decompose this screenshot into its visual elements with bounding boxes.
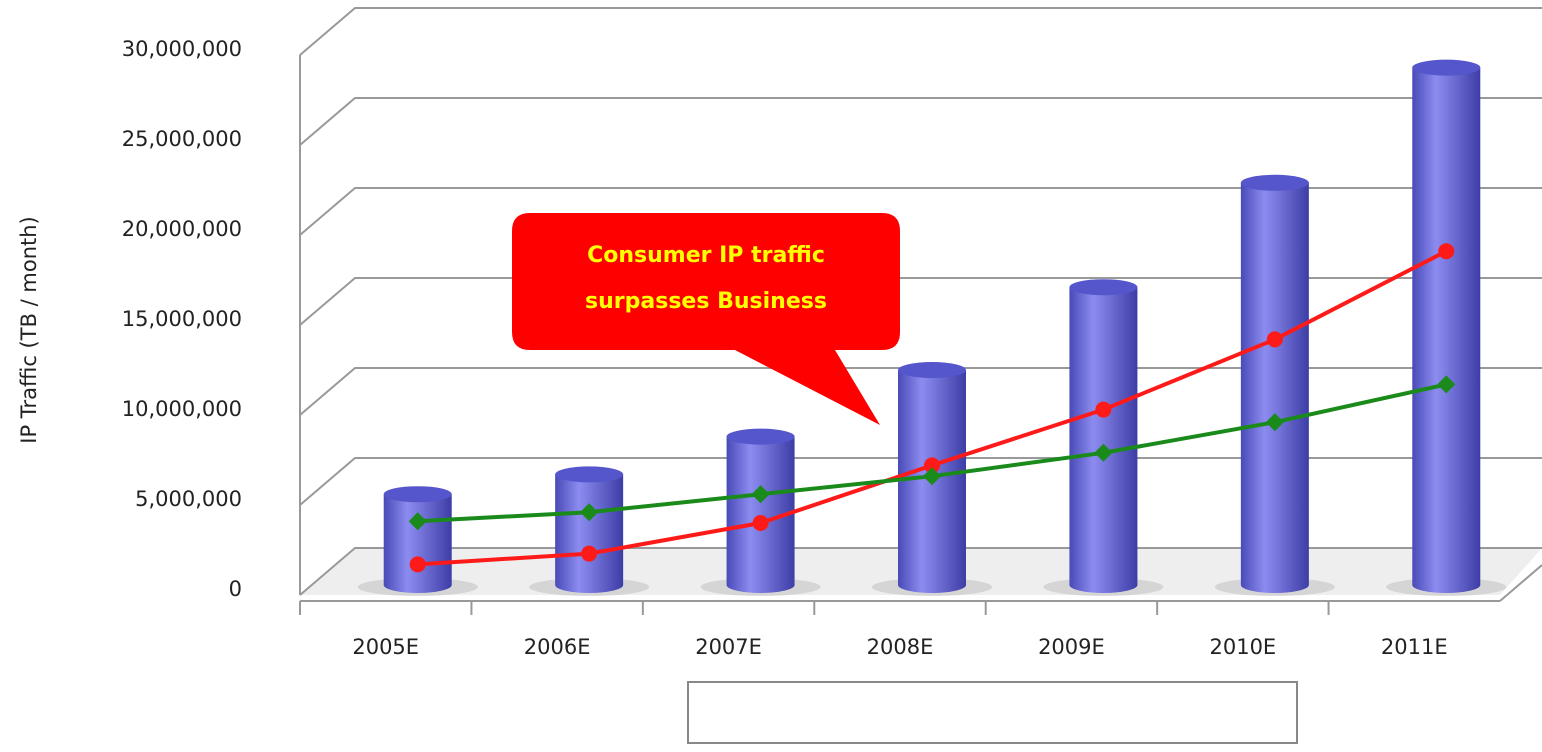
annotation-line: Consumer IP traffic <box>587 243 825 268</box>
marker <box>1266 331 1283 348</box>
bar-top <box>1240 174 1309 191</box>
bar-top <box>1069 279 1138 296</box>
grid-line <box>299 277 1542 326</box>
marker <box>923 467 941 486</box>
bar <box>1412 59 1481 594</box>
marker <box>1094 443 1113 462</box>
x-tick-label: 2005E <box>352 635 419 659</box>
bar <box>383 486 452 593</box>
x-tick-label: 2007E <box>695 635 762 659</box>
grid-line <box>299 97 1542 146</box>
marker <box>1438 243 1455 260</box>
bar-top <box>383 486 452 503</box>
x-tick-label: 2010E <box>1209 635 1276 659</box>
marker <box>752 515 769 531</box>
y-axis-label: IP Traffic (TB / month) <box>17 216 41 444</box>
bar-top <box>1412 59 1481 76</box>
bar-body <box>1240 182 1309 594</box>
y-tick-label: 0 <box>229 577 242 601</box>
marker <box>581 545 598 562</box>
marker <box>751 485 770 504</box>
bar-body <box>726 436 795 593</box>
bar <box>1069 279 1138 593</box>
y-tick-label: 30,000,000 <box>122 37 242 61</box>
bar <box>726 428 795 593</box>
y-tick-label: 25,000,000 <box>122 127 242 151</box>
bar-body <box>1069 287 1138 593</box>
grid-line <box>299 547 1542 596</box>
bar-top <box>555 466 624 483</box>
x-tick-label: 2011E <box>1381 635 1448 659</box>
bar-body <box>555 474 624 593</box>
bar <box>1240 174 1309 594</box>
marker <box>1437 375 1456 394</box>
y-tick-label: 10,000,000 <box>122 397 242 421</box>
x-tick-label: 2006E <box>524 635 591 659</box>
y-tick-label: 5,000,000 <box>135 487 242 511</box>
bar-top <box>898 362 966 378</box>
grid-line <box>299 7 1542 56</box>
grid-line <box>299 457 1542 506</box>
bar <box>555 466 624 593</box>
x-tick-label: 2008E <box>867 635 934 659</box>
marker <box>924 457 940 474</box>
y-tick-label: 15,000,000 <box>122 307 242 331</box>
bar-top <box>726 428 795 445</box>
grid-line <box>299 187 1542 236</box>
floor-edge <box>1499 564 1542 602</box>
marker <box>408 512 427 531</box>
grid-line <box>299 367 1542 416</box>
bar-body <box>383 494 452 593</box>
x-tick-label: 2009E <box>1038 635 1105 659</box>
bar-body <box>1412 67 1481 594</box>
marker <box>1095 401 1112 418</box>
marker <box>409 556 426 573</box>
annotation: Consumer IP traffic surpasses Business <box>512 213 900 425</box>
y-tick-label: 20,000,000 <box>122 217 242 241</box>
annotation-line: surpasses Business <box>585 289 827 314</box>
marker <box>580 503 599 522</box>
legend-box <box>687 681 1298 744</box>
marker <box>1265 413 1284 432</box>
